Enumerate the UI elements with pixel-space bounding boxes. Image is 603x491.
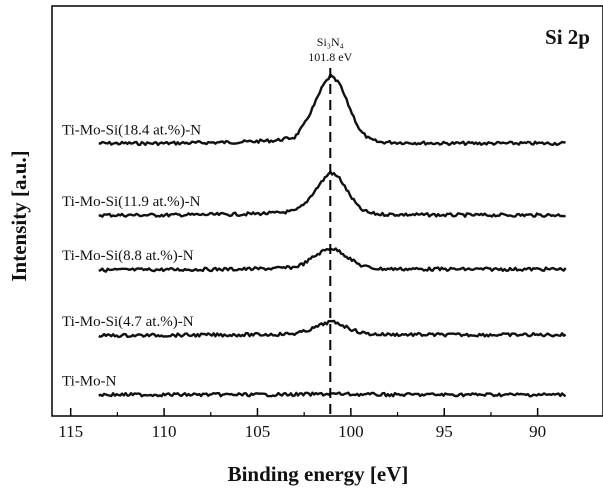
x-tick-label: 115: [58, 422, 83, 441]
reference-label-compound: Si₃N₄: [317, 35, 344, 49]
x-axis-title: Binding energy [eV]: [228, 462, 409, 486]
x-tick-label: 110: [152, 422, 177, 441]
x-tick-label: 105: [245, 422, 271, 441]
spectrum-line: [98, 73, 566, 147]
x-axis-ticks: 115 110 105 100 95 90: [58, 408, 546, 441]
panel-label: Si 2p: [545, 25, 590, 49]
spectrum-line: [98, 319, 567, 339]
series-label: Ti-Mo-N: [62, 374, 117, 390]
series-label: Ti-Mo-Si(8.8 at.%)-N: [62, 248, 194, 264]
x-tick-label: 100: [338, 422, 364, 441]
series-layer: Ti-Mo-Si(18.4 at.%)-N Ti-Mo-Si(11.9 at.%)…: [62, 73, 567, 398]
plot-frame: [51, 5, 603, 417]
y-axis-title: Intensity [a.u.]: [7, 150, 31, 281]
series-label: Ti-Mo-Si(4.7 at.%)-N: [62, 314, 194, 330]
spectrum-line: [98, 247, 567, 273]
series-label: Ti-Mo-Si(11.9 at.%)-N: [62, 194, 201, 210]
x-tick-label: 90: [529, 422, 546, 441]
spectrum-line: [98, 170, 566, 218]
spectrum-line: [98, 391, 567, 398]
reference-label-energy: 101.8 eV: [308, 50, 352, 64]
x-tick-label: 95: [436, 422, 453, 441]
series-label: Ti-Mo-Si(18.4 at.%)-N: [62, 122, 201, 138]
